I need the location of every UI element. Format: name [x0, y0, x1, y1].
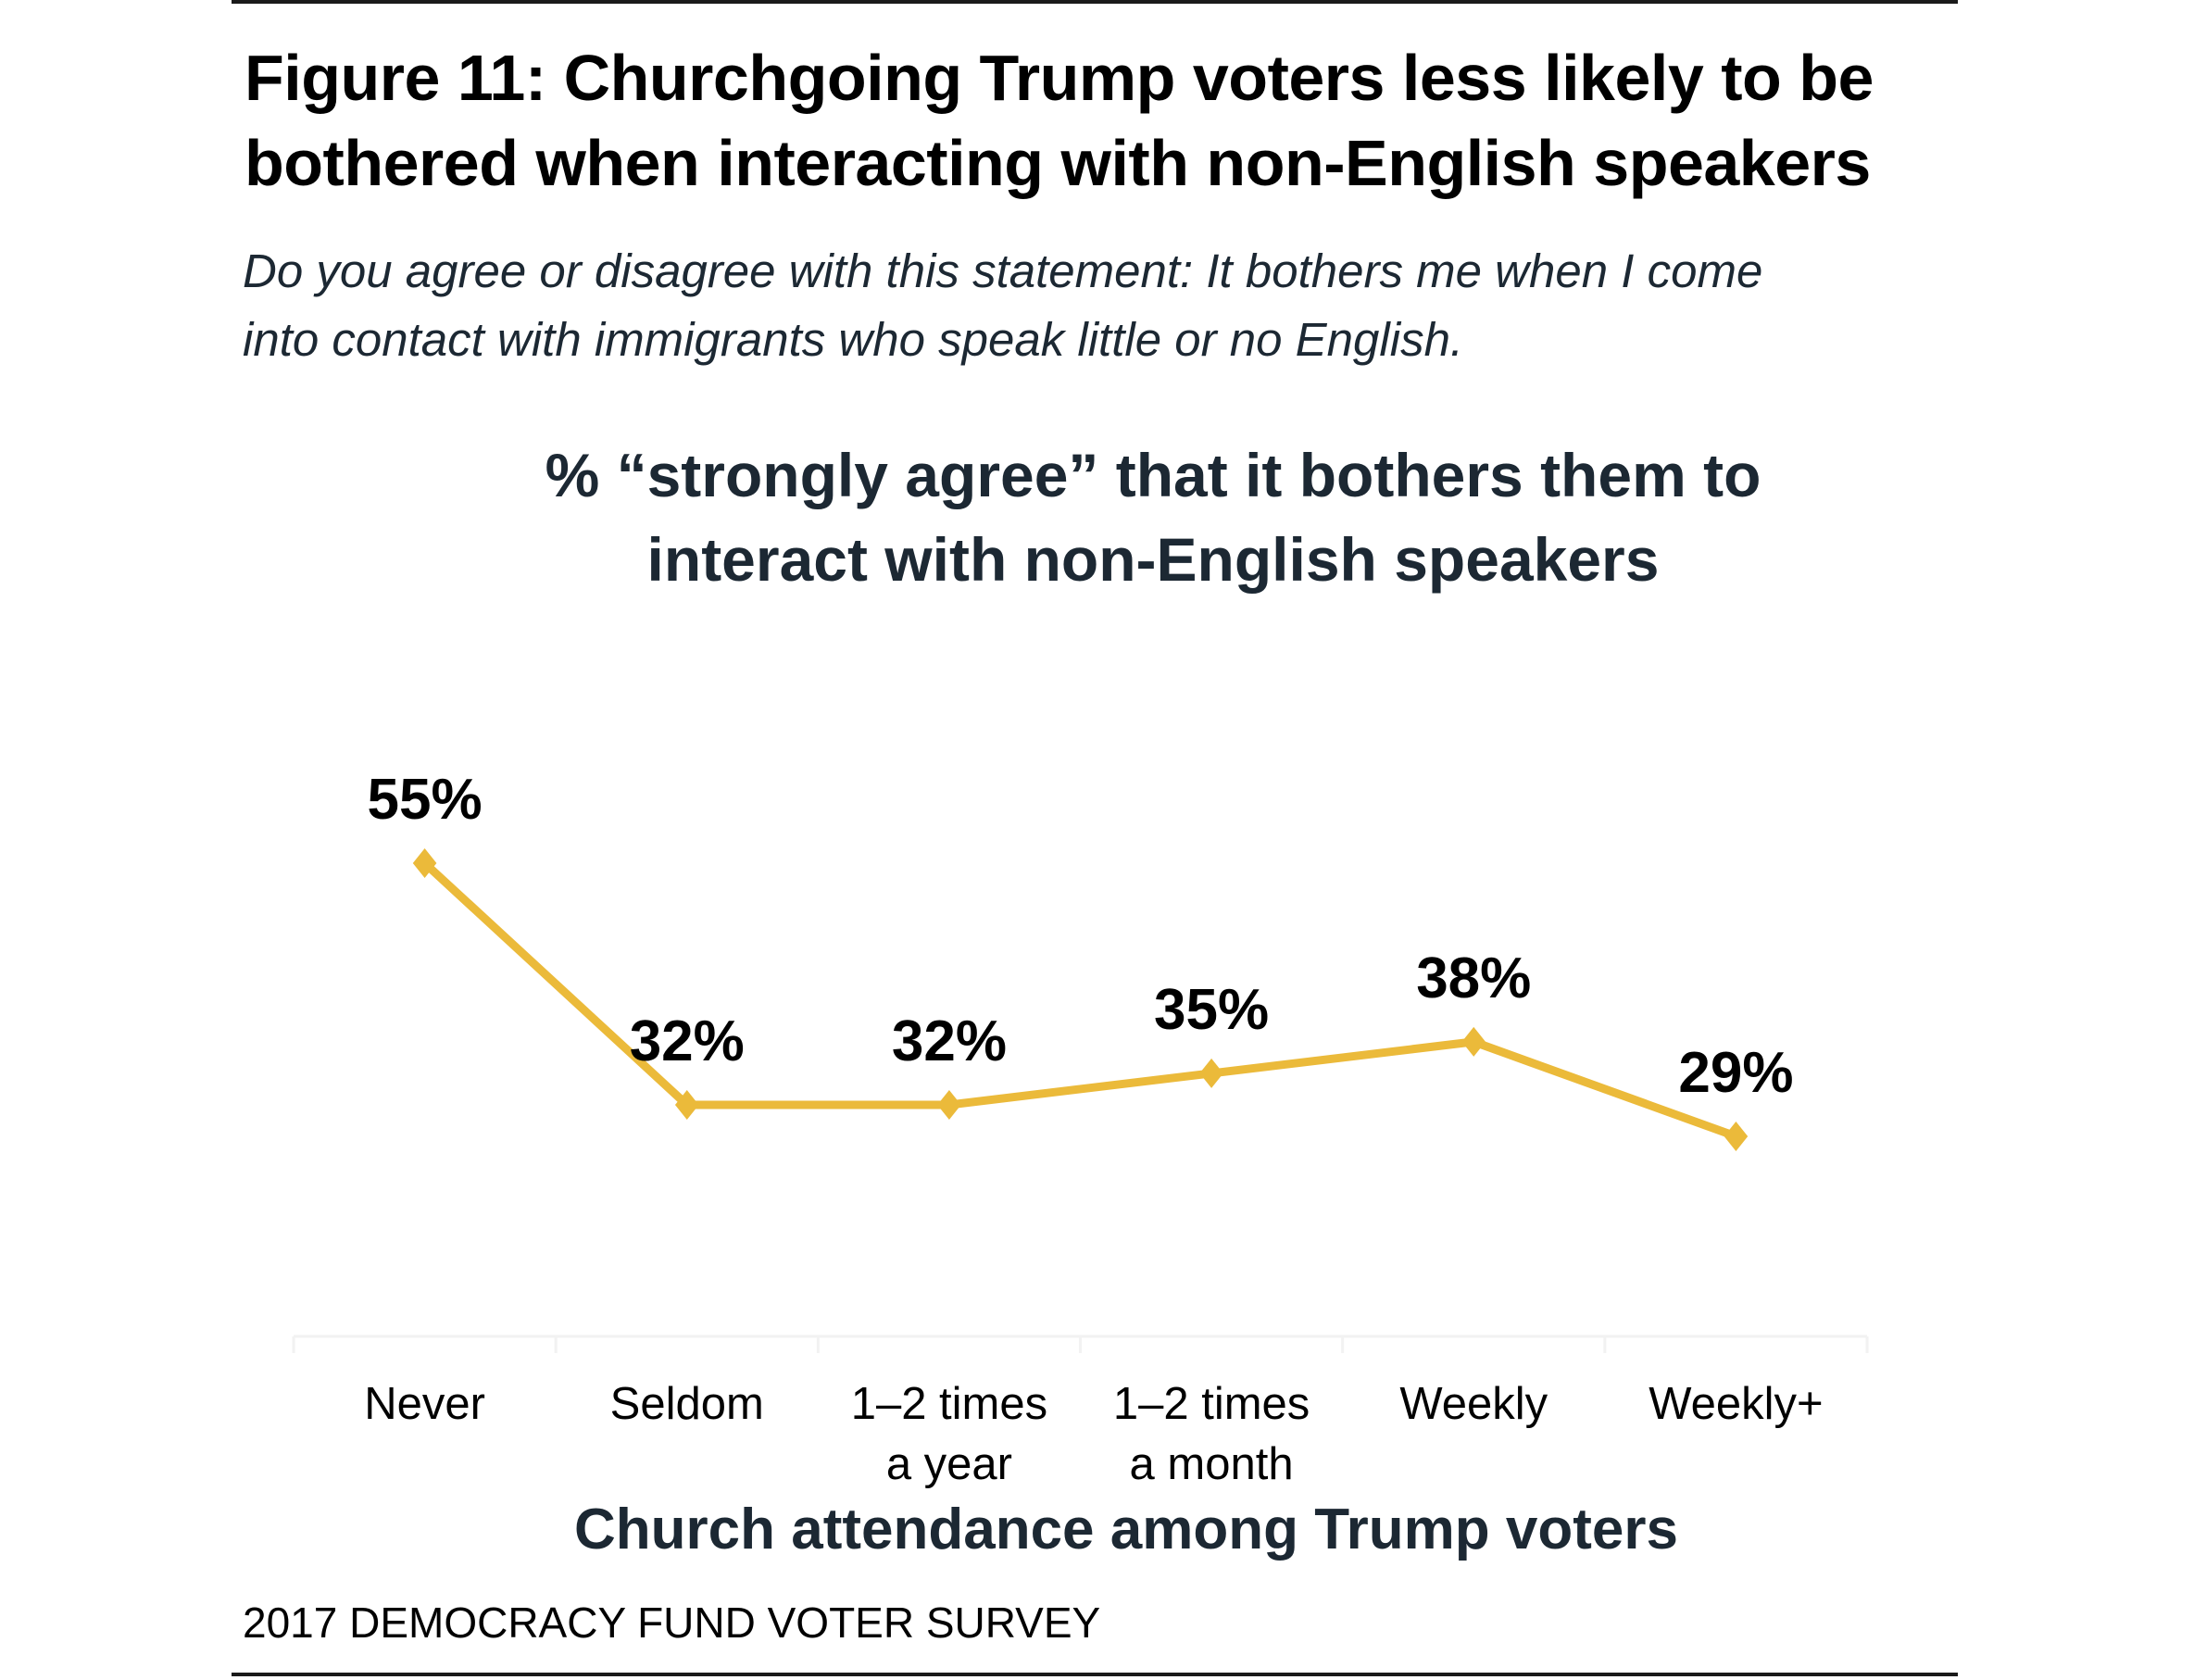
- source-note: 2017 DEMOCRACY FUND VOTER SURVEY: [243, 1599, 1101, 1647]
- data-label: 32%: [630, 1009, 745, 1073]
- series-line: [421, 859, 1737, 1141]
- figure-title-line-1: Figure 11: Churchgoing Trump voters less…: [244, 42, 1874, 114]
- survey-question-line-2: into contact with immigrants who speak l…: [243, 313, 1464, 366]
- top-rule: [232, 0, 1958, 4]
- x-tick-label: 1–2 times: [851, 1379, 1047, 1429]
- data-label: 29%: [1678, 1041, 1793, 1105]
- data-point-marker: [1199, 1058, 1223, 1088]
- x-tick-label: Weekly: [1399, 1379, 1548, 1429]
- chart-title: % “strongly agree” that it bothers them …: [505, 433, 1801, 602]
- data-point-marker: [674, 1089, 699, 1120]
- figure-title-line-2: bothered when interacting with non-Engli…: [244, 127, 1871, 199]
- bottom-rule: [232, 1673, 1958, 1676]
- data-point-marker: [1461, 1026, 1486, 1057]
- x-tick-label: Weekly+: [1649, 1379, 1823, 1429]
- figure-title: Figure 11: Churchgoing Trump voters less…: [244, 35, 2004, 206]
- data-point-marker: [1724, 1122, 1749, 1151]
- data-point-marker: [412, 848, 437, 878]
- chart-title-line-1: % “strongly agree” that it bothers them …: [545, 441, 1761, 509]
- x-tick-label: a month: [1130, 1439, 1294, 1489]
- x-axis-title: Church attendance among Trump voters: [574, 1498, 1678, 1561]
- survey-question-line-1: Do you agree or disagree with this state…: [243, 244, 1763, 297]
- data-label: 55%: [368, 768, 483, 832]
- chart-title-line-2: interact with non-English speakers: [646, 525, 1660, 594]
- x-tick-label: Seldom: [610, 1379, 764, 1429]
- data-label: 32%: [892, 1009, 1007, 1073]
- x-tick-label: Never: [364, 1379, 485, 1429]
- x-tick-label: a year: [886, 1439, 1012, 1489]
- data-point-marker: [937, 1089, 961, 1120]
- survey-question: Do you agree or disagree with this state…: [243, 237, 2002, 374]
- data-label: 35%: [1154, 978, 1269, 1042]
- data-label: 38%: [1416, 947, 1531, 1010]
- x-tick-label: 1–2 times: [1113, 1379, 1310, 1429]
